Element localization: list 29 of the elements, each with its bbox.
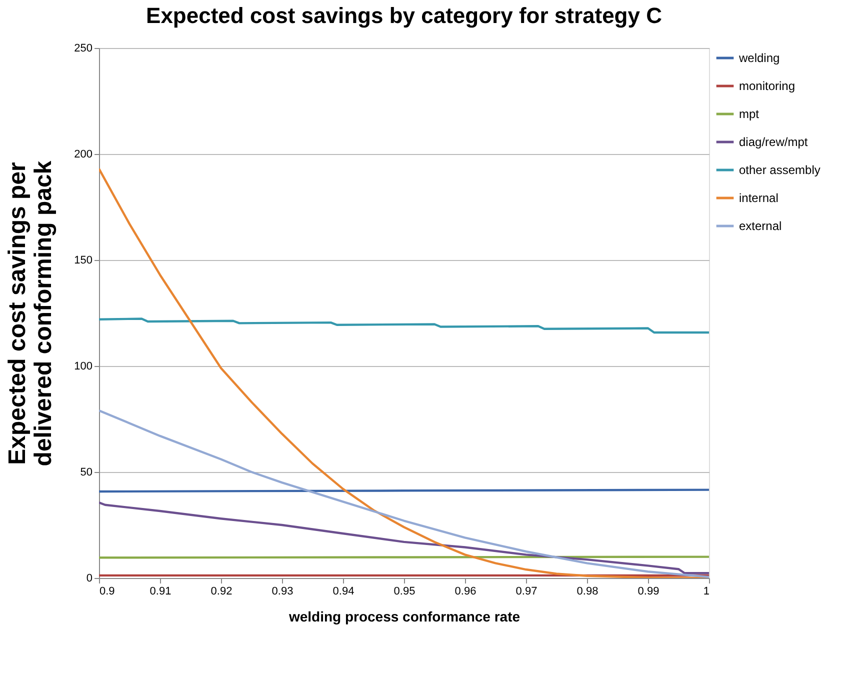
y-tick-label: 150 bbox=[74, 254, 92, 266]
x-tick-label: 0.96 bbox=[454, 586, 476, 598]
line-series bbox=[99, 501, 709, 574]
x-tick-label: 0.91 bbox=[150, 586, 172, 598]
x-tick-label: 0.93 bbox=[272, 586, 294, 598]
x-axis-title: welding process conformance rate bbox=[288, 608, 520, 624]
y-axis-title: Expected cost savings per delivered conforming pack bbox=[4, 160, 58, 466]
y-tick-label: 0 bbox=[86, 572, 92, 584]
x-tick-label: 1 bbox=[703, 586, 710, 598]
y-tick-label: 200 bbox=[74, 148, 92, 160]
x-tick-label: 0.99 bbox=[638, 586, 660, 598]
y-tick-label: 250 bbox=[74, 42, 92, 54]
y-tick-label: 50 bbox=[80, 466, 92, 478]
legend-label: mpt bbox=[739, 107, 760, 121]
x-tick-label: 0.92 bbox=[210, 586, 232, 598]
legend-label: welding bbox=[738, 51, 780, 65]
legend-label: monitoring bbox=[739, 79, 796, 93]
legend-label: diag/rew/mpt bbox=[739, 135, 808, 149]
legend-label: external bbox=[739, 219, 782, 233]
x-tick-label: 0.98 bbox=[576, 586, 598, 598]
x-tick-label: 0.95 bbox=[394, 586, 416, 598]
x-tick-label: 0.9 bbox=[100, 586, 115, 598]
x-tick-label: 0.94 bbox=[332, 586, 354, 598]
legend-label: other assembly bbox=[739, 163, 820, 177]
line-series bbox=[99, 318, 709, 334]
x-tick-label: 0.97 bbox=[516, 586, 538, 598]
chart-title: Expected cost savings by category for strategy C bbox=[146, 3, 662, 28]
y-tick-label: 100 bbox=[74, 360, 92, 372]
legend-label: internal bbox=[739, 191, 778, 205]
